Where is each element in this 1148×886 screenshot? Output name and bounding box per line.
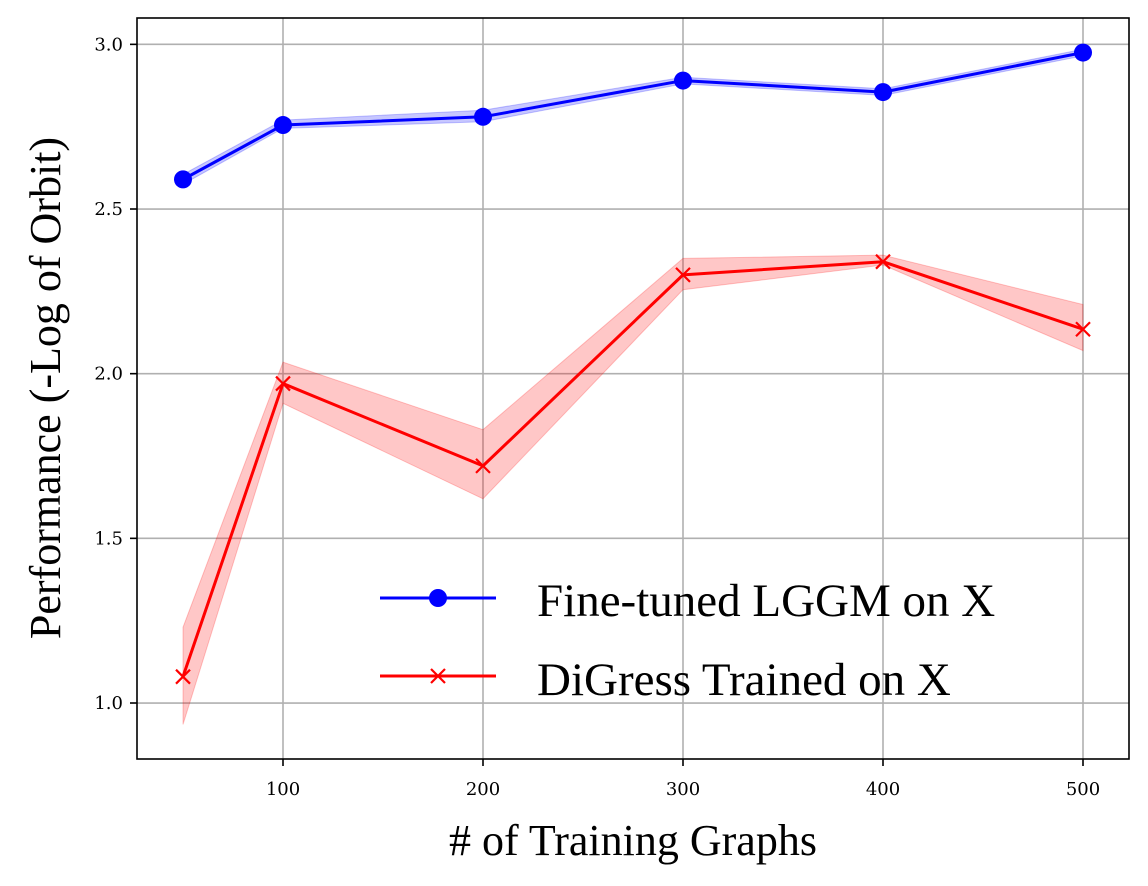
- y-tick-label: 2.5: [94, 199, 123, 220]
- plot-area: [137, 18, 1129, 759]
- grid: [137, 18, 1129, 759]
- x-axis-title: # of Training Graphs: [449, 816, 817, 865]
- series-1-band: [182, 254, 1084, 725]
- y-tick-label: 2.0: [94, 364, 123, 385]
- x-tick-label: 400: [866, 779, 900, 800]
- x-axis-ticks: 100 200 300 400 500: [266, 759, 1100, 800]
- legend-entry-1: DiGress Trained on X: [380, 654, 951, 706]
- legend-marker-circle: [429, 589, 447, 607]
- series-0-point: [1074, 43, 1092, 62]
- y-tick-label: 1.0: [94, 693, 123, 714]
- series-0-point: [274, 116, 292, 135]
- plot-frame: [136, 17, 1130, 760]
- series-1-point: [1075, 321, 1091, 337]
- series-1-point: [675, 267, 691, 283]
- x-tick-label: 200: [466, 779, 500, 800]
- x-tick-label: 300: [666, 779, 700, 800]
- series-1-point: [475, 458, 491, 474]
- legend-marker-x: [430, 668, 446, 684]
- series-0-line: [182, 51, 1084, 181]
- y-tick-label: 1.5: [94, 528, 123, 549]
- series-0-point: [874, 83, 892, 102]
- series-1-point: [275, 375, 291, 392]
- x-tick-label: 500: [1066, 779, 1100, 800]
- series-0-point: [474, 107, 492, 126]
- y-tick-label: 3.0: [94, 34, 123, 55]
- y-axis-ticks: 1.0 1.5 2.0 2.5 3.0: [94, 34, 137, 714]
- series-0-point: [174, 170, 192, 189]
- series-lines: [181, 51, 1084, 678]
- series-1-line: [181, 260, 1084, 678]
- series-markers: [174, 43, 1092, 685]
- y-axis-title: Performance (-Log of Orbit): [21, 137, 70, 639]
- series-1-point: [875, 253, 891, 270]
- x-tick-label: 100: [266, 779, 300, 800]
- legend-label-0: Fine-tuned LGGM on X: [537, 575, 995, 627]
- legend-entry-0: Fine-tuned LGGM on X: [380, 575, 995, 627]
- series-0-point: [674, 71, 692, 90]
- legend: Fine-tuned LGGM on X DiGress Trained on …: [380, 575, 995, 706]
- series-1-point: [175, 668, 191, 685]
- legend-label-1: DiGress Trained on X: [537, 654, 951, 706]
